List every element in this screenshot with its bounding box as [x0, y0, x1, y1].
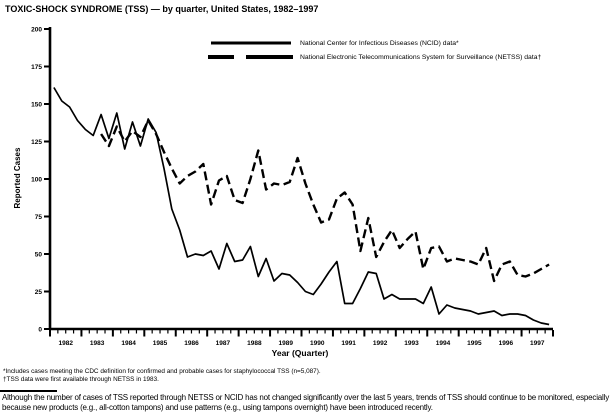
x-year-label: 1993	[404, 340, 419, 347]
x-year-label: 1990	[310, 340, 325, 347]
legend: National Center for Infectious Diseases …	[208, 36, 541, 64]
x-year-label: 1991	[341, 340, 356, 347]
x-year-label: 1986	[184, 340, 199, 347]
series-line-ncid	[53, 87, 550, 326]
x-year-label: 1997	[530, 340, 545, 347]
legend-label-ncid: National Center for Infectious Diseases …	[300, 39, 459, 47]
x-year-label: 1985	[153, 340, 168, 347]
legend-line-dashed-icon	[208, 55, 293, 59]
x-year-label: 1987	[216, 340, 231, 347]
x-year-label: 1992	[373, 340, 388, 347]
legend-item-ncid: National Center for Infectious Diseases …	[208, 36, 541, 50]
y-tick-label: 100	[31, 177, 42, 184]
x-year-label: 1983	[90, 340, 105, 347]
note-divider-rule	[0, 390, 57, 392]
y-tick-label: 150	[31, 102, 42, 109]
x-year-label: 1984	[121, 340, 136, 347]
x-year-label: 1989	[279, 340, 294, 347]
footnotes: *Includes cases meeting the CDC definiti…	[3, 368, 321, 384]
legend-line-solid-icon	[211, 41, 291, 45]
interpretation-note: Although the number of cases of TSS repo…	[2, 393, 609, 412]
x-year-label: 1996	[499, 340, 514, 347]
legend-label-netss: National Electronic Telecommunications S…	[300, 53, 542, 61]
x-year-label: 1995	[467, 340, 482, 347]
chart-plot-area: 0 25 50 75 100 125 150 175 200 1982 1983 1984 1985 19…	[31, 27, 554, 347]
y-tick-label: 200	[31, 27, 42, 34]
y-tick-label: 125	[31, 139, 42, 146]
footnote-ncid-definition: *Includes cases meeting the CDC definiti…	[3, 368, 321, 375]
x-year-label: 1988	[247, 340, 262, 347]
series-line-netss	[100, 119, 550, 283]
y-tick-label: 75	[35, 214, 43, 221]
chart-title: TOXIC-SHOCK SYNDROME (TSS) — by quarter,…	[5, 4, 319, 14]
x-year-label: 1994	[436, 340, 451, 347]
y-tick-label: 175	[31, 64, 42, 71]
y-tick-label: 50	[35, 252, 43, 259]
y-tick-label: 25	[35, 289, 43, 296]
legend-item-netss: National Electronic Telecommunications S…	[208, 50, 541, 64]
x-axis-label: Year (Quarter)	[271, 348, 329, 358]
footnote-netss-availability: †TSS data were first available through N…	[3, 376, 159, 383]
y-axis-label: Reported Cases	[13, 147, 22, 209]
y-tick-label: 0	[38, 327, 42, 334]
x-year-label: 1982	[58, 340, 73, 347]
